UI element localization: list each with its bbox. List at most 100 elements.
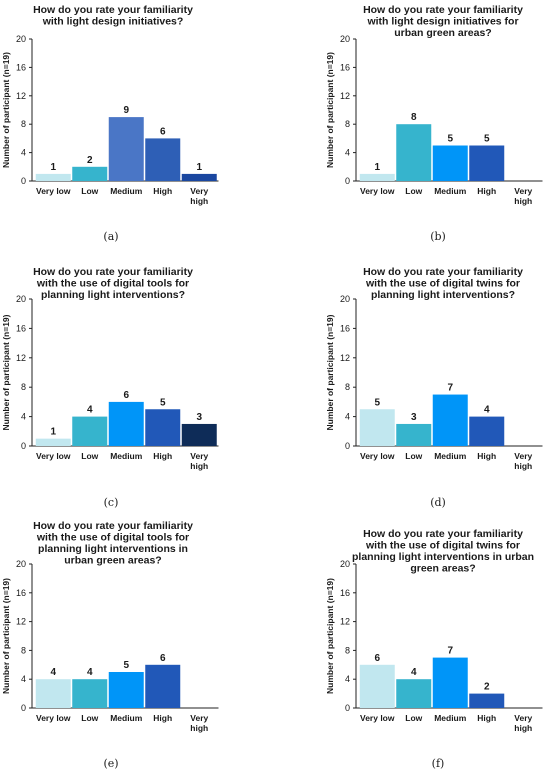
bar-value-label: 5 — [160, 397, 166, 408]
chart-title-line: How do you rate your familiarity — [363, 266, 523, 278]
bar-value-label: 2 — [87, 155, 93, 166]
y-tick-label: 20 — [340, 294, 350, 304]
chart-title-line: with the use of digital twins for — [365, 278, 520, 290]
y-tick-label: 16 — [340, 62, 350, 72]
x-tick-label: high — [514, 461, 532, 471]
x-tick-label: Very — [514, 186, 532, 196]
y-tick-label: 12 — [16, 91, 26, 101]
bar — [145, 664, 181, 708]
bar-value-label: 6 — [160, 653, 166, 664]
bar-value-label: 5 — [447, 134, 453, 145]
bar-value-label: 1 — [374, 162, 380, 173]
bar-value-label: 5 — [123, 660, 129, 671]
bar — [469, 693, 505, 708]
x-tick-label: Very — [190, 451, 208, 461]
panel-caption: (c) — [104, 496, 119, 509]
bar-value-label: 4 — [87, 667, 93, 678]
bar — [396, 124, 432, 181]
x-tick-label: Very — [514, 713, 532, 723]
x-tick-label: Low — [81, 713, 98, 723]
x-tick-label: Very — [514, 451, 532, 461]
panel-caption: (d) — [430, 496, 446, 509]
bar-value-label: 9 — [123, 105, 129, 116]
bar-value-label: 3 — [196, 412, 202, 423]
x-tick-label: Very — [190, 186, 208, 196]
chart-title-line: with the use of digital tools for — [36, 532, 189, 544]
y-tick-label: 8 — [345, 119, 350, 129]
bar-value-label: 6 — [374, 653, 380, 664]
y-axis-label: Number of participant (n=19) — [325, 52, 335, 168]
y-tick-label: 20 — [340, 559, 350, 569]
y-tick-label: 0 — [21, 441, 26, 451]
bar — [72, 679, 108, 708]
bar-value-label: 6 — [123, 390, 129, 401]
x-tick-label: Very low — [36, 713, 71, 723]
chart-title-line: urban green areas? — [64, 555, 161, 567]
chart-title-line: planning light interventions? — [371, 289, 515, 301]
x-tick-label: Low — [81, 186, 98, 196]
x-tick-label: Very low — [36, 186, 71, 196]
bar — [469, 145, 505, 181]
bar — [181, 173, 217, 181]
bar-value-label: 4 — [87, 405, 93, 416]
bar — [432, 657, 468, 708]
bar — [396, 423, 432, 446]
panel-caption: (f) — [432, 757, 445, 770]
bar — [108, 672, 144, 708]
chart-title-line: How do you rate your familiarity — [363, 4, 523, 16]
chart-title-line: with light design initiatives for — [366, 16, 518, 28]
y-tick-label: 8 — [345, 382, 350, 392]
chart-title-line: How do you rate your familiarity — [33, 266, 193, 278]
bar — [359, 409, 395, 446]
y-axis-label: Number of participant (n=19) — [1, 578, 11, 694]
y-tick-label: 16 — [16, 323, 26, 333]
x-tick-label: Medium — [110, 451, 143, 461]
y-tick-label: 4 — [21, 148, 26, 158]
x-tick-label: High — [477, 713, 496, 723]
bar — [108, 401, 144, 446]
chart-title-line: planning light interventions in urban — [352, 551, 534, 563]
chart-title-line: green areas? — [410, 563, 475, 575]
chart-title-line: with light design initiatives? — [42, 16, 184, 28]
chart-title-line: with the use of digital tools for — [36, 278, 189, 290]
chart-title-line: How do you rate your familiarity — [363, 528, 523, 540]
x-tick-label: high — [190, 196, 208, 206]
bar-value-label: 3 — [411, 412, 417, 423]
y-tick-label: 16 — [340, 323, 350, 333]
x-tick-label: Very low — [36, 451, 71, 461]
panel-caption: (b) — [430, 230, 446, 243]
bar-value-label: 1 — [196, 162, 202, 173]
x-tick-label: Medium — [434, 451, 467, 461]
y-tick-label: 12 — [16, 353, 26, 363]
x-tick-label: High — [153, 713, 172, 723]
x-tick-label: Very — [190, 713, 208, 723]
panel-caption: (a) — [103, 230, 118, 243]
chart-title-line: urban green areas? — [394, 27, 491, 39]
y-tick-label: 4 — [21, 674, 26, 684]
y-tick-label: 0 — [345, 441, 350, 451]
x-tick-label: Low — [405, 186, 422, 196]
x-tick-label: High — [477, 451, 496, 461]
y-tick-label: 0 — [21, 176, 26, 186]
y-tick-label: 0 — [345, 703, 350, 713]
bar — [72, 416, 108, 446]
chart-title-line: planning light interventions? — [41, 289, 185, 301]
y-tick-label: 8 — [21, 645, 26, 655]
x-tick-label: Very low — [360, 713, 395, 723]
bar — [35, 173, 71, 181]
y-tick-label: 4 — [345, 412, 350, 422]
bar-value-label: 8 — [411, 112, 417, 123]
y-tick-label: 20 — [340, 34, 350, 44]
bar — [145, 138, 181, 181]
bar — [432, 394, 468, 446]
bar — [469, 416, 505, 446]
x-tick-label: Medium — [434, 713, 467, 723]
y-axis-label: Number of participant (n=19) — [325, 314, 335, 430]
y-tick-label: 20 — [16, 559, 26, 569]
x-tick-label: Very low — [360, 451, 395, 461]
bar-value-label: 4 — [50, 667, 56, 678]
